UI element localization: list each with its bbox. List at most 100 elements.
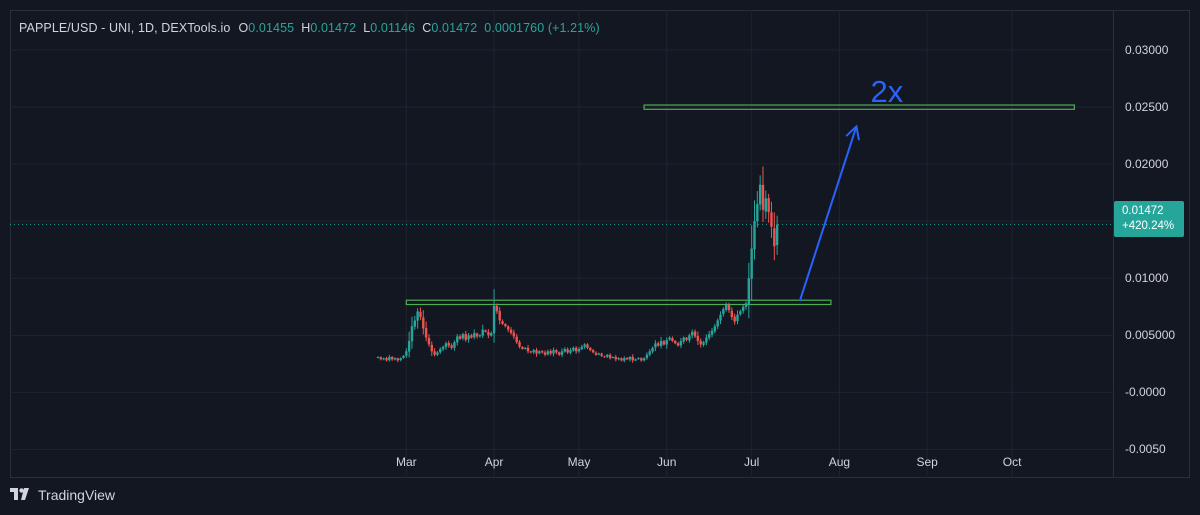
candle-body (600, 353, 603, 356)
candle-body (637, 358, 640, 360)
candle-body (767, 198, 770, 213)
candle-body (447, 342, 450, 346)
candle-body (657, 343, 660, 346)
candle-body (555, 350, 558, 353)
candle-body (464, 334, 467, 340)
candle-body (775, 224, 779, 246)
arrow-shaft (798, 126, 858, 302)
candle-body (674, 341, 677, 344)
candle-body (589, 347, 592, 351)
chart-pane[interactable] (10, 10, 1114, 478)
candle-body (532, 350, 535, 353)
candle-body (439, 349, 442, 353)
candle-body (741, 306, 745, 311)
candle-body (594, 352, 598, 355)
candle-body (761, 184, 765, 210)
y-tick-label: -0.0000 (1125, 385, 1166, 400)
candle-body (708, 334, 711, 338)
tradingview-logo[interactable]: TradingView (10, 487, 115, 503)
candle-body (628, 357, 632, 360)
candle-body (623, 358, 626, 361)
candle-body (535, 350, 538, 354)
candle-body (736, 314, 739, 322)
last-price-badge: 0.01472 +420.24% (1114, 201, 1184, 237)
candle-body (702, 342, 705, 345)
candle-body (498, 310, 501, 321)
candle-body (481, 329, 484, 336)
candle-body (625, 357, 629, 360)
x-tick-label: Sep (916, 455, 938, 469)
candle-body (719, 314, 722, 321)
candle-body (407, 341, 411, 352)
candle-body (526, 347, 530, 352)
candle-body (484, 330, 487, 332)
candle-body (710, 330, 714, 335)
candle-body (521, 347, 524, 350)
candle-body (501, 321, 504, 324)
candle-body (722, 309, 725, 315)
price-axis[interactable] (1114, 10, 1190, 478)
candle-body (385, 358, 388, 361)
candle-body (654, 343, 657, 348)
candle-body (560, 351, 564, 355)
candle-body (416, 311, 419, 321)
candle-body (676, 343, 680, 346)
candle-body (419, 311, 422, 318)
high-value: 0.01472 (310, 21, 357, 35)
candle-body (696, 336, 700, 342)
x-tick-label: Jul (743, 455, 760, 469)
candle-body (699, 340, 702, 345)
candle-body (645, 354, 649, 358)
candle-body (691, 331, 694, 336)
low-value: 0.01146 (370, 21, 416, 35)
close-value: 0.01472 (431, 21, 478, 35)
open-value: 0.01455 (248, 21, 295, 35)
candle-body (580, 346, 584, 350)
candle-body (764, 198, 768, 212)
candle-body (603, 356, 606, 358)
candle-body (651, 347, 654, 352)
candle-body (379, 357, 383, 360)
candle-body (456, 336, 459, 343)
candle-body (512, 332, 516, 337)
candle-body (679, 341, 683, 346)
y-tick-label: 0.03000 (1125, 42, 1169, 57)
candle-body (773, 228, 776, 247)
candle-body (492, 305, 496, 334)
candle-body (376, 357, 380, 359)
candle-body (611, 357, 615, 359)
candle-body (730, 310, 734, 318)
candle-body (524, 347, 527, 349)
resistance-zone (405, 299, 832, 306)
y-tick-label: 0.02500 (1125, 100, 1169, 115)
target-label: 2x (871, 74, 904, 109)
last-price-change: +420.24% (1122, 220, 1175, 232)
candle-body (668, 337, 671, 340)
candle-body (733, 316, 736, 322)
candle-body (617, 358, 620, 360)
candle-body (470, 335, 473, 338)
candle-body (549, 350, 552, 354)
candle-body (427, 337, 431, 345)
candle-body (490, 333, 493, 336)
x-tick-label: Mar (395, 455, 417, 469)
candle-body (753, 221, 756, 250)
tradingview-icon (10, 488, 29, 500)
last-price-value: 0.01472 (1122, 205, 1164, 217)
candle-body (453, 342, 456, 348)
symbol-legend: PAPPLE/USD - UNI, 1D, DEXTools.io O0.0145… (19, 21, 600, 35)
candle-body (631, 356, 634, 361)
candle-body (507, 326, 510, 330)
candle-body (620, 358, 623, 361)
symbol-name[interactable]: PAPPLE/USD - UNI, 1D, DEXTools.io (19, 21, 231, 35)
candle-body (436, 352, 439, 355)
candle-body (747, 278, 751, 305)
candle-body (727, 304, 731, 311)
arrow-head (845, 124, 860, 141)
candle-body (396, 358, 400, 361)
candle-body (756, 204, 759, 222)
y-tick-label: -0.0050 (1125, 442, 1166, 457)
y-tick-label: 0.005000 (1125, 328, 1176, 343)
candle-body (487, 331, 490, 336)
candle-body (758, 184, 762, 205)
